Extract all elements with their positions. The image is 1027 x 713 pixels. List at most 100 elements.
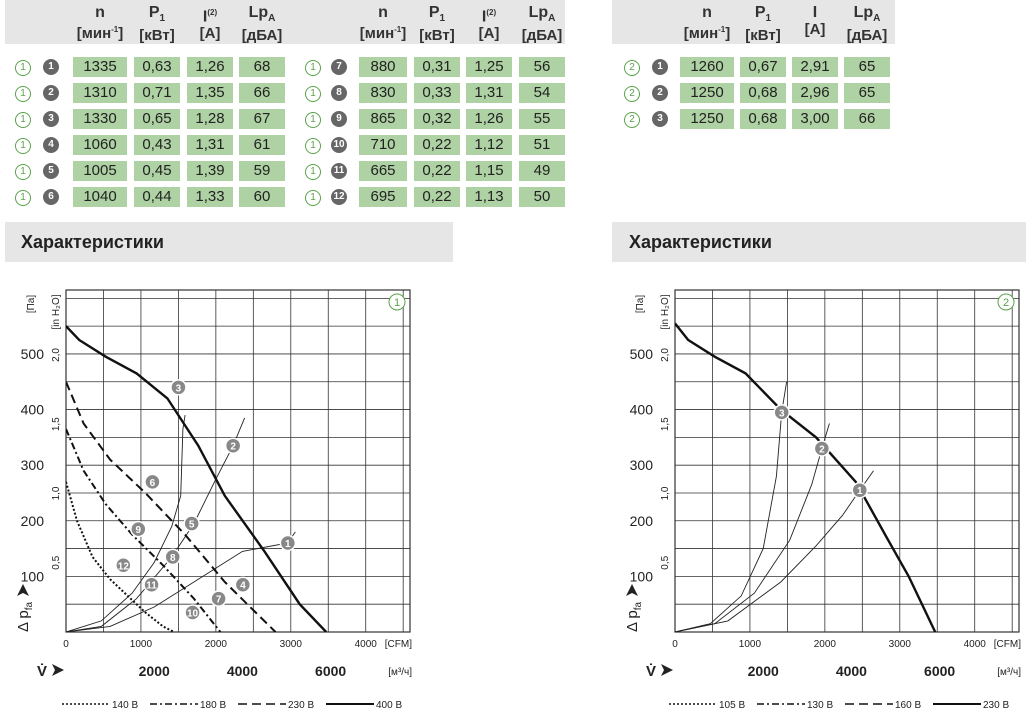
section-title-left: Характеристики	[21, 232, 164, 252]
table-row: 1 1 1335 0,63 1,26 68	[5, 57, 295, 77]
cell-i: 1,15	[466, 161, 512, 181]
x-tick-label-m3h: 2000	[748, 663, 779, 679]
y-tick-label-pa: 400	[630, 402, 654, 418]
y-tick-label-pa: 200	[630, 513, 654, 529]
cell-lp: 59	[239, 161, 285, 181]
y-axis-label-sub: fa	[633, 602, 644, 611]
x-tick-label-cfm: 4000	[355, 639, 378, 650]
table-row: 1 9 865 0,32 1,26 55	[295, 109, 565, 129]
curve-marker: 1	[15, 190, 31, 206]
operating-point-marker: 9	[331, 111, 347, 127]
curve-marker: 1	[305, 164, 321, 180]
operating-point-marker: 4	[43, 137, 59, 153]
operating-point: 6	[144, 473, 161, 491]
y-tick-label-inh2o: 1,5	[51, 417, 62, 431]
header-n: n [мин-1]	[76, 4, 124, 42]
operating-point-dot	[144, 473, 161, 491]
y-tick-label-inh2o: 1,0	[51, 486, 62, 500]
curve-marker: 1	[15, 138, 31, 154]
cell-lp: 55	[519, 109, 565, 129]
operating-point-dot	[851, 481, 869, 499]
y-tick-label-inh2o: 2,0	[51, 348, 62, 362]
operating-point-dot	[224, 437, 242, 454]
table-row: 2 3 1250 0,68 3,00 66	[612, 109, 895, 129]
operating-point-marker: 1	[43, 59, 59, 75]
curve-marker: 2	[624, 112, 640, 128]
cell-n: 1250	[680, 109, 734, 129]
table-row: 1 11 665 0,22 1,15 49	[295, 161, 565, 181]
cell-lp: 66	[239, 83, 285, 103]
operating-point-dot	[234, 576, 252, 593]
cell-lp: 54	[519, 83, 565, 103]
cell-i: 1,25	[466, 57, 512, 77]
table-row: 1 10 710 0,22 1,12 51	[295, 135, 565, 155]
cell-i: 1,13	[466, 187, 512, 207]
y-tick-label-pa: 500	[630, 346, 654, 362]
curve-marker: 1	[15, 112, 31, 128]
cell-p: 0,71	[134, 83, 180, 103]
operating-point-dot	[115, 557, 132, 574]
x-tick-label-cfm: 0	[672, 639, 678, 650]
table-row: 1 8 830 0,33 1,31 54	[295, 83, 565, 103]
legend-label: 230 В	[288, 700, 314, 710]
cell-i: 3,00	[792, 109, 838, 129]
table-row: 1 3 1330 0,65 1,28 67	[5, 109, 295, 129]
x-tick-label-cfm: 3000	[280, 639, 303, 650]
cell-i: 2,91	[792, 57, 838, 77]
x-tick-label-cfm: 4000	[964, 639, 987, 650]
operating-point-marker: 1	[652, 59, 668, 75]
cell-p: 0,67	[740, 57, 786, 77]
section-bar-left: Характеристики	[5, 222, 453, 262]
cell-lp: 49	[519, 161, 565, 181]
operating-point-marker: 8	[331, 85, 347, 101]
operating-point-label: 10	[187, 609, 199, 620]
operating-point: 10	[184, 604, 201, 621]
cell-n: 865	[359, 109, 407, 129]
y-unit-inh2o: [in H₂O]	[51, 294, 62, 329]
cell-p: 0,33	[414, 83, 460, 103]
x-tick-label-cfm: 1000	[130, 639, 153, 650]
operating-point: 11	[143, 576, 160, 593]
table-row: 1 12 695 0,22 1,13 50	[295, 187, 565, 207]
operating-point-label: 9	[136, 525, 142, 536]
header-n: n [мин-1]	[359, 4, 407, 42]
operating-point: 7	[210, 590, 227, 607]
cell-p: 0,44	[134, 187, 180, 207]
cell-p: 0,45	[134, 161, 180, 181]
legend-label: 230 В	[983, 700, 1009, 710]
series-line	[66, 481, 175, 632]
cell-lp: 65	[844, 83, 890, 103]
plot-frame	[674, 289, 1020, 633]
x-unit-m3h: [м³/ч]	[388, 667, 412, 678]
table-header: n [мин-1] P1 [кВт] I(2) [A] LpA [дБА]	[5, 0, 295, 44]
cell-n: 1310	[73, 83, 127, 103]
operating-point-dot	[164, 548, 181, 566]
table-row: 2 1 1260 0,67 2,91 65	[612, 57, 895, 77]
operating-point-label: 1	[285, 539, 291, 550]
y-unit-pa: [Па]	[26, 295, 37, 314]
cell-i: 1,26	[466, 109, 512, 129]
operating-point: 1	[851, 481, 869, 499]
operating-point-label: 8	[170, 553, 176, 564]
x-tick-label-cfm: 1000	[739, 639, 762, 650]
curve-marker: 1	[305, 86, 321, 102]
y-tick-label-pa: 100	[21, 568, 45, 584]
curve-marker: 1	[305, 138, 321, 154]
cell-i: 2,96	[792, 83, 838, 103]
cell-p: 0,68	[740, 83, 786, 103]
cell-lp: 51	[519, 135, 565, 155]
y-unit-inh2o: [in H₂O]	[660, 294, 671, 329]
y-tick-label-inh2o: 1,5	[660, 417, 671, 431]
operating-point-marker: 11	[331, 163, 347, 179]
cell-n: 1260	[680, 57, 734, 77]
y-tick-label-pa: 400	[21, 402, 45, 418]
characteristic-chart-2: 100 200 300 400 500 0,5 1,0 1,5 2,0 [Па] [in H₂O] Δ…	[624, 289, 1021, 710]
cell-i: 1,39	[187, 161, 233, 181]
operating-point: 8	[164, 548, 181, 566]
y-tick-label-inh2o: 1,0	[660, 486, 671, 500]
y-axis-label-sub: fa	[24, 602, 35, 611]
curve-marker: 1	[305, 112, 321, 128]
table-header: n [мин-1] P1 [кВт] I [A] LpA [дБА]	[612, 0, 895, 44]
y-axis-arrow-icon	[626, 584, 638, 596]
cell-n: 1330	[73, 109, 127, 129]
